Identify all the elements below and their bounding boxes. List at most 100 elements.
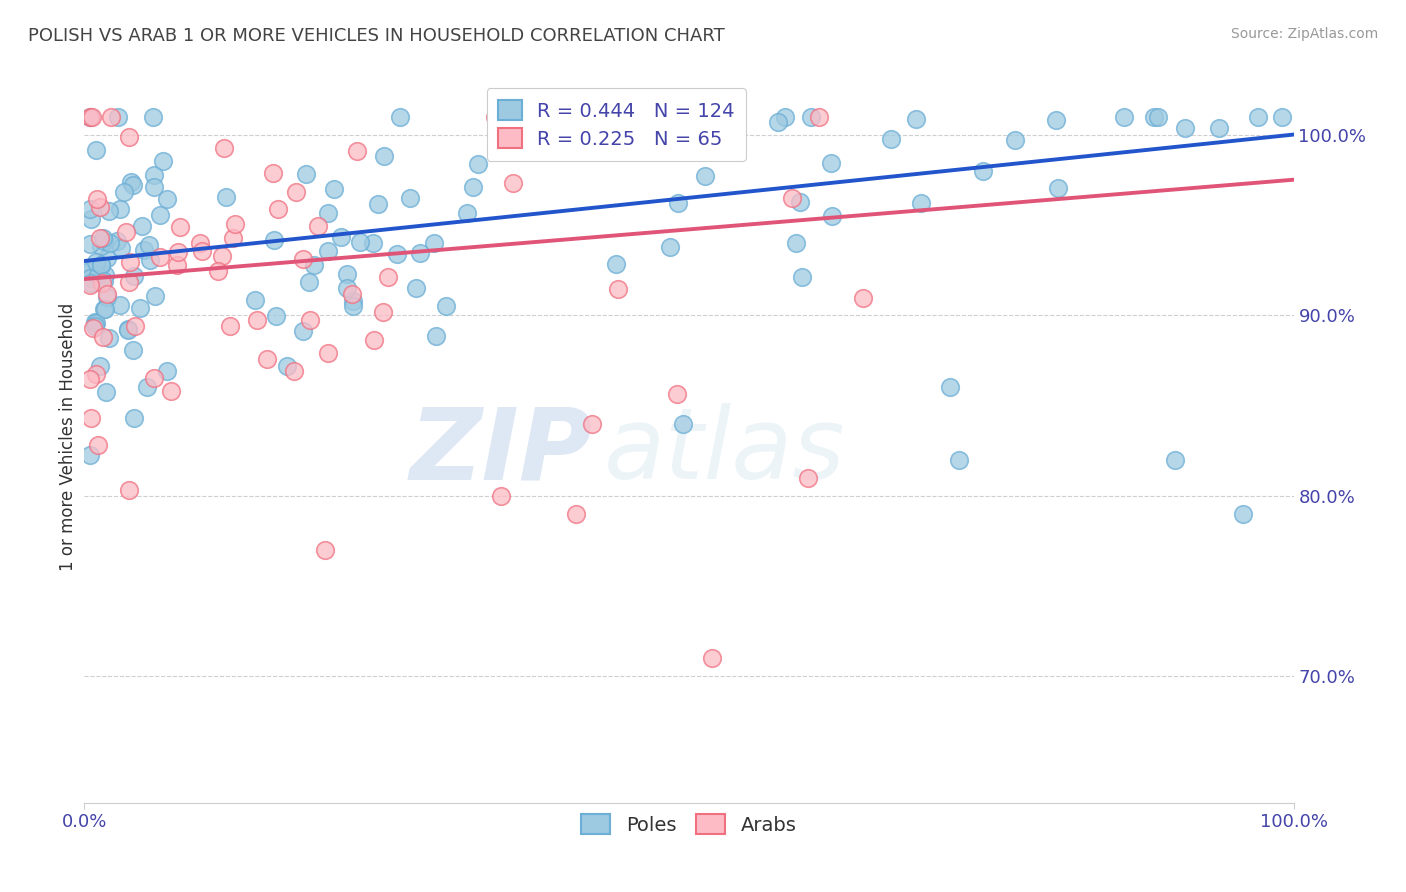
Point: [89, 359, 111, 373]
Point: [342, 294, 364, 309]
Point: [167, 244, 190, 259]
Point: [276, 359, 298, 373]
Point: [316, 206, 339, 220]
Point: [131, 219, 153, 233]
Point: [266, 309, 288, 323]
Point: [124, 319, 146, 334]
Point: [98, 203, 121, 218]
Point: [502, 176, 524, 190]
Point: [79, 372, 101, 386]
Point: [215, 190, 238, 204]
Point: [363, 334, 385, 348]
Point: [284, 185, 307, 199]
Point: [121, 343, 143, 358]
Point: [323, 182, 346, 196]
Point: [245, 293, 267, 307]
Point: [135, 380, 157, 394]
Point: [298, 313, 321, 327]
Point: [211, 249, 233, 263]
Point: [117, 323, 139, 337]
Point: [86, 192, 108, 206]
Point: [142, 370, 165, 384]
Point: [316, 244, 339, 258]
Point: [785, 236, 807, 251]
Point: [105, 234, 128, 248]
Point: [79, 110, 101, 124]
Point: [79, 263, 101, 277]
Point: [224, 217, 246, 231]
Point: [657, 110, 679, 124]
Point: [110, 298, 132, 312]
Point: [267, 202, 290, 217]
Point: [120, 254, 142, 268]
Point: [86, 367, 108, 381]
Point: [291, 324, 314, 338]
Point: [118, 275, 141, 289]
Point: [780, 191, 803, 205]
Point: [336, 281, 359, 295]
Point: [820, 156, 842, 170]
Point: [314, 543, 336, 558]
Point: [409, 246, 432, 260]
Point: [96, 287, 118, 301]
Point: [1143, 110, 1166, 124]
Point: [405, 281, 427, 295]
Point: [84, 316, 107, 330]
Point: [98, 236, 121, 251]
Point: [316, 346, 339, 360]
Point: [94, 385, 117, 400]
Point: [89, 231, 111, 245]
Point: [349, 235, 371, 249]
Point: [361, 236, 384, 251]
Point: [1114, 110, 1136, 124]
Point: [1247, 110, 1270, 124]
Point: [1163, 452, 1185, 467]
Point: [107, 110, 129, 124]
Point: [80, 110, 103, 124]
Point: [169, 219, 191, 234]
Point: [166, 258, 188, 272]
Point: [1271, 110, 1294, 124]
Point: [807, 110, 830, 124]
Point: [122, 411, 145, 425]
Point: [139, 252, 162, 267]
Point: [1147, 110, 1170, 124]
Point: [295, 167, 318, 181]
Point: [692, 110, 714, 124]
Point: [398, 191, 420, 205]
Text: POLISH VS ARAB 1 OR MORE VEHICLES IN HOUSEHOLD CORRELATION CHART: POLISH VS ARAB 1 OR MORE VEHICLES IN HOU…: [28, 27, 725, 45]
Point: [93, 274, 115, 288]
Point: [371, 304, 394, 318]
Point: [91, 231, 114, 245]
Point: [773, 110, 796, 124]
Legend: Poles, Arabs: Poles, Arabs: [572, 805, 806, 845]
Point: [222, 231, 245, 245]
Point: [659, 239, 682, 253]
Point: [89, 258, 111, 272]
Point: [821, 209, 844, 223]
Point: [1208, 120, 1230, 135]
Point: [100, 110, 122, 124]
Point: [79, 212, 101, 227]
Point: [112, 185, 135, 199]
Point: [143, 168, 166, 182]
Point: [90, 238, 112, 252]
Point: [789, 194, 811, 209]
Point: [94, 301, 117, 316]
Point: [484, 110, 506, 124]
Point: [143, 179, 166, 194]
Point: [256, 351, 278, 366]
Point: [905, 112, 928, 127]
Point: [666, 196, 689, 211]
Point: [82, 320, 104, 334]
Point: [263, 234, 285, 248]
Point: [972, 164, 994, 178]
Point: [336, 268, 359, 282]
Point: [93, 234, 115, 248]
Point: [581, 417, 603, 431]
Point: [672, 417, 695, 431]
Point: [1232, 507, 1254, 521]
Point: [797, 471, 820, 485]
Point: [79, 448, 101, 462]
Point: [302, 258, 325, 272]
